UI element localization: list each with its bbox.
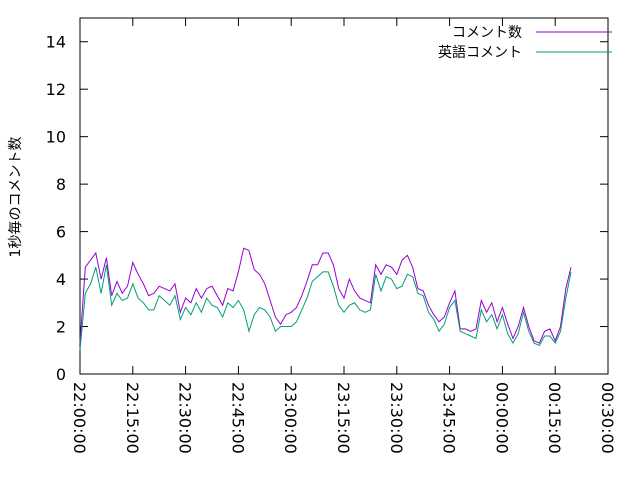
y-tick-label: 0 — [56, 365, 66, 384]
y-tick-label: 12 — [46, 80, 66, 99]
x-axis-ticks: 22:00:00 22:15:00 22:30:00 22:45:00 23:00:00… — [70, 18, 617, 454]
x-tick-label: 23:45:00 — [440, 382, 459, 454]
x-tick-label: 00:30:00 — [598, 382, 617, 454]
y-tick-label: 6 — [56, 223, 66, 242]
series-lines — [79, 247, 572, 351]
x-tick-label: 22:45:00 — [228, 382, 247, 454]
plot-border — [79, 17, 609, 375]
x-tick-label: 22:00:00 — [70, 382, 89, 454]
x-tick-label: 22:15:00 — [123, 382, 142, 454]
y-tick-label: 2 — [56, 318, 66, 337]
legend-label-1: コメント数 — [452, 25, 522, 41]
y-tick-label: 10 — [46, 128, 66, 147]
series-line-1 — [79, 247, 572, 344]
y-tick-label: 14 — [46, 33, 66, 52]
x-tick-label: 00:15:00 — [545, 382, 564, 454]
y-axis-ticks: 0 2 4 6 8 10 12 14 — [46, 33, 608, 384]
plot-frame — [79, 17, 609, 375]
x-tick-label: 23:00:00 — [281, 382, 300, 454]
y-tick-label: 4 — [56, 270, 66, 289]
x-tick-label: 23:15:00 — [334, 382, 353, 454]
legend-label-2: 英語コメント — [438, 44, 522, 61]
y-tick-label: 8 — [56, 175, 66, 194]
y-axis-title: 1秒毎のコメント数 — [8, 137, 24, 258]
series-line-2 — [79, 264, 572, 351]
x-tick-label: 23:30:00 — [387, 382, 406, 454]
x-tick-label: 22:30:00 — [176, 382, 195, 454]
x-tick-label: 00:00:00 — [492, 382, 511, 454]
